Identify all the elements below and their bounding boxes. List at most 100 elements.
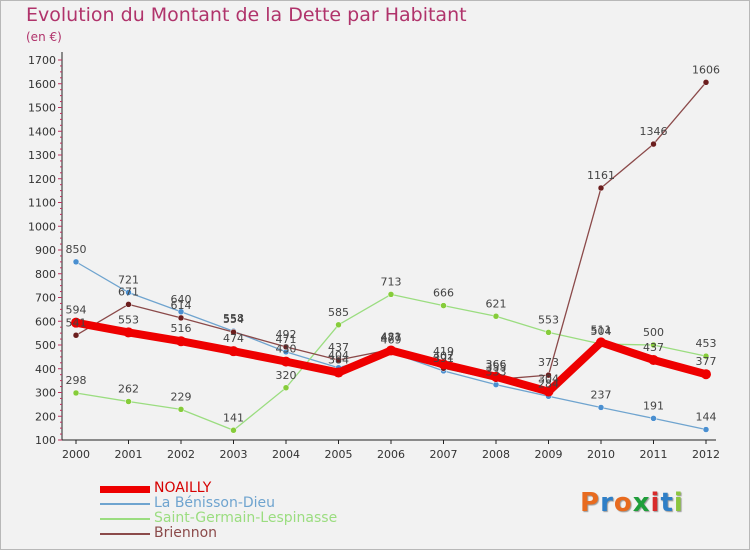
data-point — [387, 291, 395, 298]
data-label: 320 — [276, 369, 297, 382]
y-tick-label: 300 — [35, 387, 56, 400]
data-label: 850 — [66, 243, 87, 256]
y-tick-label: 400 — [35, 363, 56, 376]
logo-letter: x — [632, 488, 651, 518]
data-label: 594 — [66, 304, 87, 317]
data-label: 1606 — [692, 63, 720, 76]
data-label: 553 — [538, 313, 559, 326]
x-tick-label: 2001 — [115, 448, 143, 461]
data-point — [650, 415, 657, 422]
data-label: 614 — [171, 299, 192, 312]
y-tick-label: 1600 — [28, 78, 56, 91]
data-point — [230, 328, 237, 336]
data-label: 366 — [486, 358, 507, 371]
data-label: 1161 — [587, 169, 615, 182]
data-label: 469 — [381, 333, 402, 346]
data-label: 666 — [433, 287, 454, 300]
data-label: 437 — [328, 341, 349, 354]
logo-letter: r — [600, 488, 614, 518]
data-label: 1346 — [640, 125, 668, 138]
x-tick-label: 2007 — [430, 448, 458, 461]
data-label: 500 — [643, 326, 664, 339]
data-point — [125, 398, 132, 405]
data-label: 402 — [433, 349, 454, 362]
x-tick-label: 2003 — [220, 448, 248, 461]
legend-swatch — [100, 486, 150, 493]
y-tick-label: 1200 — [28, 173, 56, 186]
data-point — [650, 341, 657, 349]
data-point — [702, 352, 710, 360]
proxiti-logo: Proxiti — [580, 488, 684, 518]
data-label: 333 — [486, 366, 507, 379]
y-tick-label: 1500 — [28, 102, 56, 115]
data-point — [596, 337, 606, 348]
data-label: 355 — [486, 360, 507, 373]
y-tick-label: 1300 — [28, 149, 56, 162]
data-point — [702, 79, 710, 86]
data-label: 713 — [381, 275, 402, 288]
data-label: 492 — [276, 328, 297, 341]
x-tick-label: 2004 — [272, 448, 300, 461]
x-tick-label: 2012 — [692, 448, 720, 461]
data-point — [281, 356, 291, 367]
chart-data-labels: 594 553 516 474 430 384 477 419 366 304 511 437 377 8… — [66, 63, 721, 424]
data-point — [72, 389, 80, 397]
data-label: 474 — [223, 332, 244, 345]
legend-swatch — [100, 503, 150, 505]
legend-swatch — [100, 518, 150, 520]
data-point — [491, 371, 501, 382]
data-point — [177, 314, 185, 322]
x-tick-label: 2002 — [167, 448, 195, 461]
data-label: 477 — [381, 331, 402, 344]
data-label: 262 — [118, 383, 139, 396]
data-label: 377 — [696, 355, 717, 368]
x-tick-label: 2011 — [640, 448, 668, 461]
data-label: 554 — [223, 313, 244, 326]
data-label: 640 — [171, 293, 192, 306]
data-label: 558 — [223, 312, 244, 325]
data-point — [648, 354, 659, 365]
y-tick-label: 600 — [35, 315, 56, 328]
y-tick-label: 900 — [35, 244, 56, 257]
data-label: 384 — [328, 354, 349, 367]
data-point — [492, 313, 500, 320]
data-point — [650, 140, 657, 148]
data-point — [123, 327, 134, 338]
data-label: 511 — [591, 323, 612, 336]
data-label: 284 — [538, 377, 559, 390]
data-label: 304 — [538, 373, 559, 386]
data-label: 404 — [328, 349, 349, 362]
y-tick-label: 100 — [35, 434, 56, 447]
data-point — [230, 427, 237, 434]
chart-axes: 100 200 300 400 500 600 700 800 900 1000 1100 1200 1… — [28, 52, 720, 461]
x-tick-label: 2010 — [587, 448, 615, 461]
data-label: 373 — [538, 356, 559, 369]
data-label: 504 — [591, 325, 612, 338]
data-point — [701, 369, 711, 380]
data-label: 453 — [696, 337, 717, 350]
legend-label: La Bénisson-Dieu — [154, 495, 276, 511]
data-point — [333, 367, 344, 378]
logo-letter: t — [660, 488, 674, 518]
data-point — [125, 289, 132, 296]
data-point — [545, 371, 552, 379]
chart-title: Evolution du Montant de la Dette par Hab… — [26, 4, 467, 26]
data-label: 553 — [118, 313, 139, 326]
data-point — [335, 321, 342, 329]
y-tick-label: 1700 — [28, 54, 56, 67]
data-label: 237 — [591, 388, 612, 401]
legend-label: NOAILLY — [154, 480, 212, 496]
data-label: 481 — [381, 331, 402, 344]
x-tick-label: 2006 — [377, 448, 405, 461]
data-label: 391 — [433, 352, 454, 365]
data-point — [282, 343, 290, 351]
y-tick-label: 700 — [35, 292, 56, 305]
logo-letter: i — [650, 488, 661, 518]
legend-swatch — [100, 533, 150, 535]
data-point — [386, 345, 396, 356]
data-point — [335, 356, 342, 364]
data-point — [72, 258, 80, 266]
x-tick-label: 2005 — [325, 448, 353, 461]
data-label: 721 — [118, 274, 139, 287]
